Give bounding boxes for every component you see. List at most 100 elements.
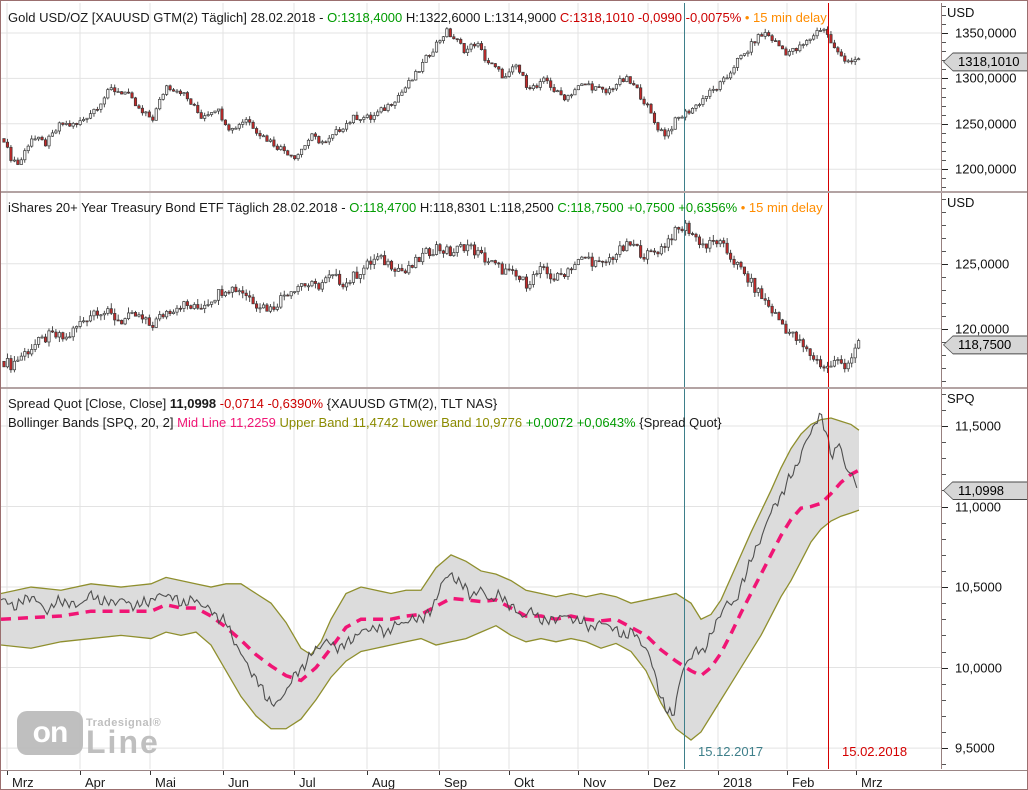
candle-body — [673, 227, 677, 241]
candle-body — [393, 101, 397, 106]
candle-body — [829, 365, 833, 368]
candle-body — [763, 298, 767, 301]
candle-body — [601, 86, 605, 90]
panel-separator[interactable] — [1, 191, 1027, 193]
candle-body — [317, 283, 321, 290]
candle-body — [386, 260, 390, 266]
candle-body — [853, 59, 857, 62]
tradesignal-online-logo: on Tradesignal® Line — [17, 711, 161, 758]
candle-body — [632, 83, 636, 86]
candle-body — [261, 135, 266, 138]
title-segment: O:118,4700 — [349, 200, 420, 215]
marker-label-feb: 15.02.2018 — [842, 744, 908, 759]
axis-tick-label: 10,5000 — [955, 579, 1002, 595]
candle-body — [701, 243, 705, 246]
candle-body — [549, 273, 553, 280]
axis-major-tick — [942, 587, 948, 589]
marker-line-dec — [684, 3, 685, 769]
axis-minor-tick — [942, 42, 946, 44]
spread-line — [1, 412, 858, 717]
price-axis-gold[interactable]: USD 1350,0000 1300,0000 1250,0000 1200,0000 1… — [941, 3, 1027, 191]
candle-body — [227, 291, 231, 294]
candle-body — [26, 351, 30, 355]
axis-minor-tick — [942, 289, 946, 291]
title-segment: {Spread Quot} — [639, 415, 722, 430]
candle-body — [344, 282, 349, 288]
candle-body — [556, 90, 560, 93]
candle-body — [521, 276, 525, 280]
candle-body — [365, 114, 369, 118]
panel-tlt[interactable]: iShares 20+ Year Treasury Bond ETF Tägli… — [1, 193, 941, 387]
candle-body — [185, 92, 189, 100]
candle-body — [210, 301, 214, 305]
panel-separator[interactable] — [1, 387, 1027, 389]
candle-body — [497, 66, 501, 70]
candle-body — [462, 43, 466, 54]
candle-body — [400, 267, 404, 272]
candle-body — [490, 260, 494, 263]
candle-body — [556, 273, 560, 281]
candle-body — [248, 295, 252, 298]
axis-minor-tick — [942, 199, 946, 200]
candle-body — [677, 227, 681, 230]
candle-body — [50, 132, 54, 137]
price-tag-value: 11,0998 — [958, 483, 1005, 498]
title-line: Bollinger Bands [SPQ, 20, 2] Mid Line 11… — [8, 413, 722, 432]
candle-body — [313, 133, 317, 137]
candle-body — [663, 246, 667, 248]
panel-gold[interactable]: Gold USD/OZ [XAUUSD GTM(2) Täglich] 28.0… — [1, 3, 941, 191]
axis-tick-label: 125,0000 — [955, 256, 1010, 272]
tlt-candlestick-plot[interactable] — [1, 193, 941, 387]
candle-body — [171, 89, 176, 92]
candle-body — [742, 53, 746, 56]
candle-body — [30, 349, 34, 355]
price-axis-spread[interactable]: SPQ 11,5000 11,0000 10,5000 10,0000 9,5000 11,… — [941, 389, 1027, 769]
candle-body — [812, 35, 816, 40]
axis-major-tick — [942, 667, 948, 669]
gold-candlestick-plot[interactable] — [1, 3, 941, 191]
candle-body — [452, 36, 456, 40]
candle-body — [535, 273, 539, 275]
panel-spread[interactable]: Spread Quot [Close, Close] 11,0998 -0,07… — [1, 389, 941, 769]
candle-body — [33, 344, 37, 350]
candle-body — [106, 308, 110, 314]
axis-minor-tick — [942, 250, 946, 252]
candle-body — [424, 55, 428, 63]
candle-body — [448, 246, 452, 257]
candle-body — [632, 243, 636, 246]
candle-body — [846, 60, 850, 63]
axis-minor-tick — [942, 393, 946, 395]
axis-minor-tick — [942, 114, 946, 116]
candle-body — [68, 336, 72, 339]
candle-body — [182, 92, 186, 95]
candle-body — [383, 107, 387, 111]
candle-body — [154, 318, 158, 328]
candle-body — [604, 88, 608, 94]
axis-tick-label: 9,5000 — [955, 740, 995, 756]
logo-badge: on — [17, 711, 83, 755]
time-axis-tick — [367, 771, 368, 775]
candle-body — [286, 294, 290, 297]
axis-minor-tick — [942, 474, 946, 476]
candle-body — [462, 244, 466, 252]
price-axis-tlt[interactable]: USD 125,0000 120,0000 118,7500 — [941, 193, 1027, 387]
candle-body — [486, 261, 490, 264]
candle-body — [583, 256, 587, 259]
spread-bollinger-plot[interactable] — [1, 389, 941, 769]
candle-body — [379, 107, 383, 113]
time-axis[interactable]: Mrz Apr Mai Jun Jul Aug Sep Okt Nov Dez 2018 Feb Mrz — [1, 770, 1027, 789]
candle-body — [680, 228, 684, 231]
candle-body — [801, 339, 805, 348]
candle-body — [459, 244, 463, 247]
candle-body — [78, 120, 82, 125]
axis-minor-tick — [942, 683, 946, 685]
candle-body — [531, 274, 535, 285]
title-line: iShares 20+ Year Treasury Bond ETF Tägli… — [8, 198, 823, 217]
candle-body — [770, 305, 774, 314]
candle-body — [9, 146, 13, 161]
candle-body — [19, 355, 23, 361]
title-segment: iShares 20+ Year Treasury Bond ETF Tägli… — [8, 200, 350, 215]
candle-body — [165, 310, 169, 318]
candle-body — [85, 320, 89, 323]
